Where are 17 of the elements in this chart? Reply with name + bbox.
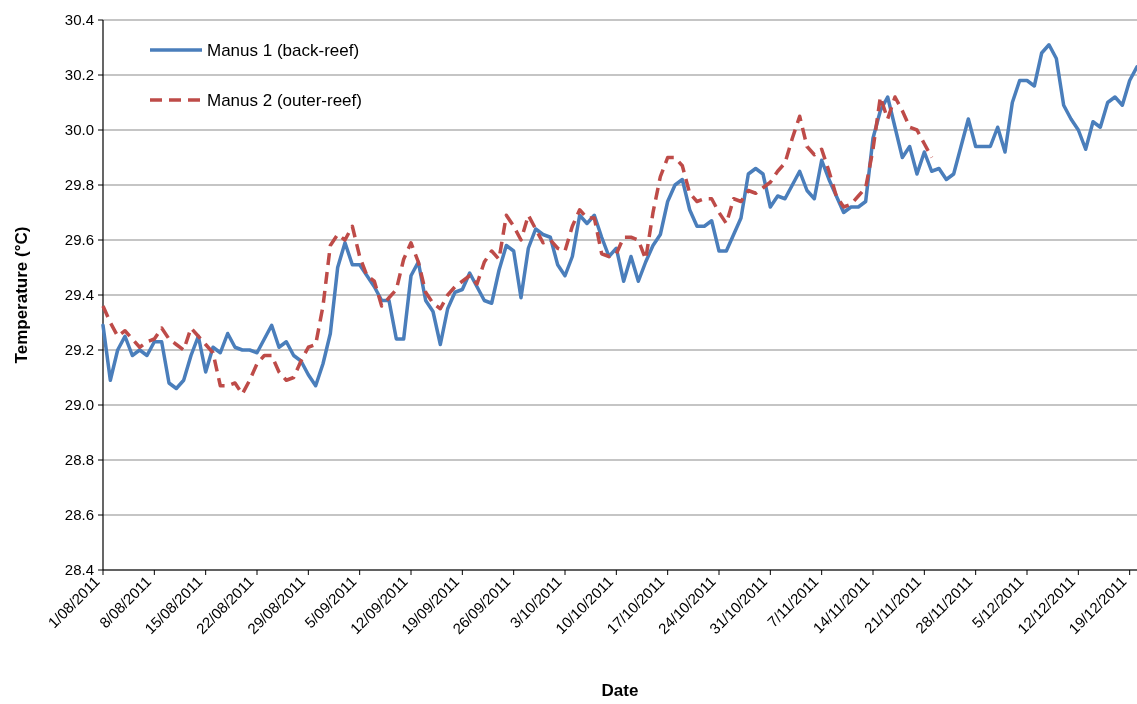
y-tick-label: 29.0 [64, 396, 94, 414]
y-tick-label: 29.8 [64, 176, 94, 194]
y-tick-label: 29.6 [64, 231, 94, 249]
y-tick-label: 29.4 [64, 286, 94, 304]
line-series [101, 95, 934, 396]
y-tick-label: 28.4 [64, 561, 94, 579]
y-tick-label: 28.6 [64, 506, 94, 524]
y-tick-label: 30.4 [64, 11, 94, 29]
legend-label: Manus 2 (outer-reef) [207, 90, 362, 110]
y-axis-title: Temperature (°C) [12, 226, 31, 364]
y-tick-label: 30.2 [64, 66, 94, 84]
x-axis-title: Date [601, 681, 639, 700]
line-series [101, 43, 1137, 391]
y-tick-label: 28.8 [64, 451, 94, 469]
legend-label: Manus 1 (back-reef) [207, 40, 360, 60]
y-tick-label: 29.2 [64, 341, 94, 359]
y-tick-label: 30.0 [64, 121, 94, 139]
